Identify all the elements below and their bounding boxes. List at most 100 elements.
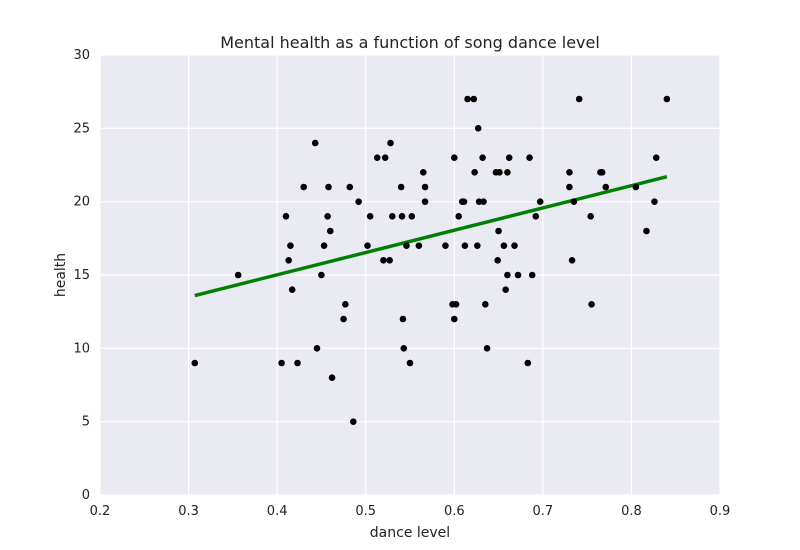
x-tick-label: 0.5 <box>355 504 376 519</box>
x-tick-label: 0.3 <box>178 504 199 519</box>
y-tick-label: 20 <box>73 195 90 210</box>
data-point <box>421 198 429 205</box>
y-tick-label: 0 <box>82 488 90 503</box>
data-point <box>350 418 357 425</box>
data-point <box>505 154 513 161</box>
data-point <box>450 154 458 161</box>
data-point <box>234 271 242 279</box>
x-tick-label: 0.4 <box>267 504 288 519</box>
data-point <box>504 169 511 176</box>
data-point <box>373 154 381 161</box>
data-point <box>380 257 387 264</box>
data-point <box>588 301 595 308</box>
grid-lines <box>99 54 721 496</box>
x-tick-label: 0.8 <box>621 504 642 519</box>
data-point <box>464 95 471 103</box>
data-point <box>526 154 533 161</box>
data-point <box>278 359 285 367</box>
data-point <box>399 315 407 323</box>
data-point <box>364 242 371 249</box>
regression-line <box>194 175 668 298</box>
data-point <box>397 183 405 191</box>
data-point <box>318 271 325 279</box>
data-point <box>288 286 296 293</box>
data-point <box>452 301 460 308</box>
data-point <box>496 169 503 176</box>
data-point <box>355 198 362 205</box>
data-point <box>403 242 410 249</box>
data-point <box>651 198 658 205</box>
trend-line-layer <box>194 175 668 298</box>
data-point <box>587 213 594 220</box>
data-point <box>598 169 606 176</box>
data-point <box>324 213 331 220</box>
data-point <box>532 213 540 220</box>
y-tick-label: 5 <box>82 415 90 430</box>
data-points-layer <box>191 95 671 425</box>
data-point <box>455 213 463 220</box>
data-point <box>346 183 354 191</box>
data-point <box>502 286 509 293</box>
data-point <box>419 169 427 176</box>
data-point <box>461 242 469 249</box>
data-point <box>442 242 449 249</box>
data-point <box>500 242 508 249</box>
y-tick-label: 25 <box>73 121 90 136</box>
data-point <box>528 271 536 279</box>
data-point <box>483 345 491 352</box>
chart-title: Mental health as a function of song danc… <box>220 33 600 52</box>
data-point <box>366 213 374 220</box>
data-point <box>400 345 408 352</box>
data-point <box>663 95 671 103</box>
data-point <box>398 213 406 220</box>
data-point <box>632 183 640 191</box>
x-tick-label: 0.2 <box>90 504 111 519</box>
y-axis-label: health <box>53 253 69 297</box>
data-point <box>408 213 416 220</box>
data-point <box>421 183 429 191</box>
data-point <box>300 183 308 191</box>
x-axis-ticks: 0.2 0.3 0.4 0.5 0.6 0.7 0.8 0.9 <box>90 504 731 519</box>
data-point <box>575 95 583 103</box>
data-point <box>320 242 328 249</box>
data-point <box>328 374 336 381</box>
x-tick-label: 0.7 <box>533 504 554 519</box>
data-point <box>480 198 487 205</box>
data-point <box>474 125 482 132</box>
data-point <box>415 242 423 249</box>
data-point <box>381 154 389 161</box>
data-point <box>386 257 393 264</box>
data-point <box>191 359 199 367</box>
data-point <box>479 154 486 161</box>
data-point <box>504 271 511 279</box>
data-point <box>294 359 301 367</box>
y-tick-label: 30 <box>73 48 90 63</box>
data-point <box>514 271 522 279</box>
data-point <box>342 301 349 308</box>
data-point <box>460 198 468 205</box>
data-point <box>568 257 576 264</box>
data-point <box>450 315 458 323</box>
data-point <box>652 154 660 161</box>
data-point <box>566 183 573 191</box>
data-point <box>388 213 396 220</box>
data-point <box>287 242 294 249</box>
x-axis-label: dance level <box>370 525 450 541</box>
data-point <box>524 359 532 367</box>
data-point <box>326 227 334 235</box>
data-point <box>536 198 544 205</box>
data-point <box>470 95 478 103</box>
data-point <box>311 139 319 147</box>
data-point <box>494 257 501 264</box>
y-tick-label: 15 <box>73 268 90 283</box>
x-tick-label: 0.6 <box>444 504 465 519</box>
data-point <box>325 183 332 191</box>
data-point <box>406 359 414 367</box>
data-point <box>387 139 394 147</box>
data-point <box>495 227 502 235</box>
data-point <box>285 257 292 264</box>
data-point <box>313 345 321 352</box>
data-point <box>566 169 573 176</box>
